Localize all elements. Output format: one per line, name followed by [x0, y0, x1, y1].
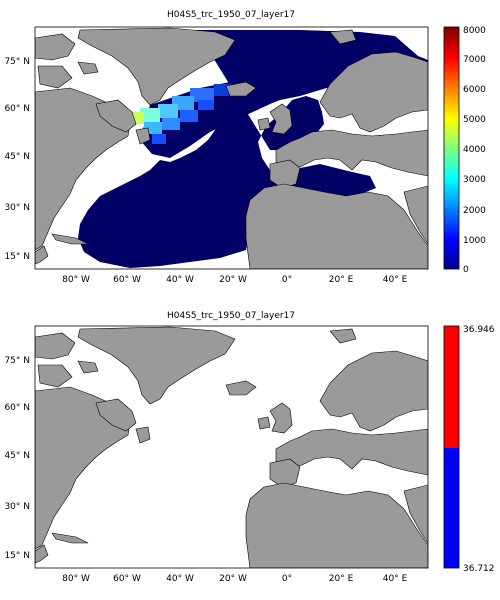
y-tick-label: 45° N	[4, 152, 30, 162]
y-tick-label: 15° N	[4, 252, 30, 262]
colorbar-tick: 3000	[463, 175, 486, 185]
x-tick-label: 20° E	[329, 574, 354, 584]
colorbar-tick: 5000	[463, 115, 486, 125]
x-tick-label: 20° E	[329, 275, 354, 285]
x-tick-label: 80° W	[62, 574, 90, 584]
y-tick-label: 60° N	[4, 403, 30, 413]
colorbar-red-segment	[444, 326, 459, 448]
x-tick-label: 40° W	[166, 275, 194, 285]
colorbar-tick: 36.946	[463, 325, 495, 335]
x-tick-label: 0°	[282, 275, 292, 285]
x-tick-label: 20° W	[219, 275, 247, 285]
panel-1-frame	[34, 26, 429, 270]
colorbar-tick: 0	[463, 265, 469, 275]
x-tick-label: 60° W	[113, 275, 141, 285]
x-tick-label: 40° W	[166, 574, 194, 584]
y-tick-label: 15° N	[4, 551, 30, 561]
panel-2: H04S5_trc_1950_07_layer17 75° N 60° N 45…	[4, 311, 494, 584]
y-tick-label: 30° N	[4, 203, 30, 213]
panel-1-colorbar: 8000 7000 6000 5000 4000 3000 2000 1000 …	[443, 26, 486, 275]
panel-1: H04S5_trc_1950_07_layer17	[4, 10, 486, 285]
panel-1-y-axis: 75° N 60° N 45° N 30° N 15° N	[4, 57, 30, 262]
x-tick-label: 20° W	[219, 574, 247, 584]
x-tick-label: 0°	[282, 574, 292, 584]
panel-2-x-axis: 80° W 60° W 40° W 20° W 0° 20° E 40° E	[62, 574, 407, 584]
x-tick-label: 60° W	[113, 574, 141, 584]
colorbar-gradient	[443, 26, 460, 270]
colorbar-tick: 8000	[463, 26, 486, 36]
colorbar-tick: 36.712	[463, 564, 495, 574]
x-tick-label: 40° E	[383, 275, 408, 285]
panel-2-frame	[34, 325, 429, 569]
panel-1-map	[35, 27, 428, 269]
colorbar-blue-segment	[444, 448, 459, 568]
y-tick-label: 75° N	[4, 57, 30, 67]
panel-2-title: H04S5_trc_1950_07_layer17	[167, 311, 295, 321]
colorbar-tick: 4000	[463, 145, 486, 155]
colorbar-tick: 2000	[463, 206, 486, 216]
x-tick-label: 40° E	[383, 574, 408, 584]
panel-2-colorbar: 36.946 36.712	[443, 325, 495, 574]
colorbar-tick: 1000	[463, 236, 486, 246]
y-tick-label: 30° N	[4, 502, 30, 512]
y-tick-label: 60° N	[4, 104, 30, 114]
tracer-field-ocean	[78, 30, 428, 268]
panel-1-title: H04S5_trc_1950_07_layer17	[167, 10, 295, 20]
panel-2-y-axis: 75° N 60° N 45° N 30° N 15° N	[4, 356, 30, 561]
x-tick-label: 80° W	[62, 275, 90, 285]
y-tick-label: 45° N	[4, 451, 30, 461]
panel-2-map	[35, 326, 428, 568]
y-tick-label: 75° N	[4, 356, 30, 366]
colorbar-tick: 6000	[463, 85, 486, 95]
panel-1-x-axis: 80° W 60° W 40° W 20° W 0° 20° E 40° E	[62, 275, 407, 285]
colorbar-tick: 7000	[463, 55, 486, 65]
